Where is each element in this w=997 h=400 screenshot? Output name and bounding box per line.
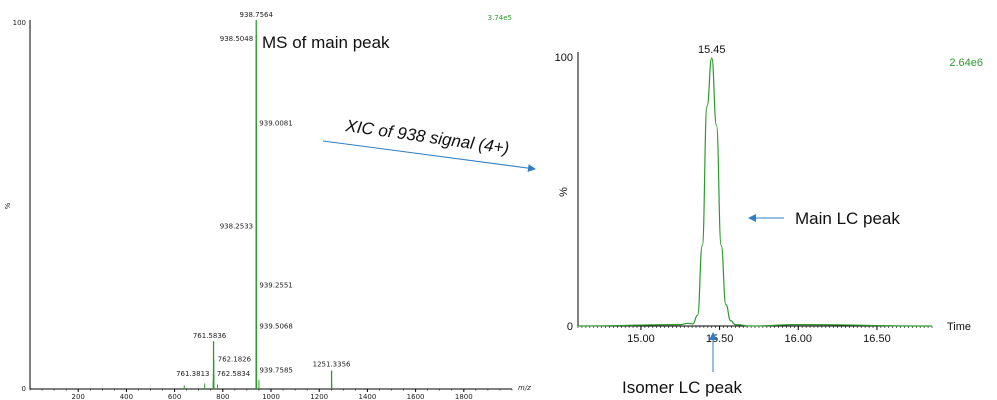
main-peak-label: Main LC peak — [795, 209, 900, 228]
ms-x-tick-label: 200 — [72, 393, 85, 400]
lc-chromatogram-panel: 100 0 % Time 2.64e6 15.45 15.00 15.50 16.0… — [555, 44, 983, 397]
ms-peak-label: 1251.3356 — [313, 361, 351, 369]
ms-y-tick-top: 100 — [13, 19, 26, 27]
ms-x-tick-label: 600 — [168, 393, 181, 400]
xic-label: XIC of 938 signal (4+) — [343, 116, 510, 158]
ms-peak-label: 762.5834 — [217, 370, 251, 378]
ms-peak-label: 939.7585 — [259, 367, 292, 375]
lc-x-tick-label: 16.50 — [863, 333, 891, 345]
ms-peak-label: 939.5068 — [259, 322, 292, 330]
ms-x-tick-label: 1000 — [262, 393, 280, 400]
ms-x-tick-label: 400 — [120, 393, 133, 400]
isomer-peak-label: Isomer LC peak — [622, 378, 742, 397]
lc-y-tick-bottom: 0 — [567, 321, 573, 333]
ms-peak-label: 761.5836 — [193, 332, 227, 340]
lc-y-tick-top: 100 — [555, 52, 573, 64]
ms-x-tick-label: 800 — [216, 393, 229, 400]
ms-intensity-label: 3.74e5 — [488, 14, 512, 22]
lc-x-axis-label: Time — [947, 321, 971, 333]
lc-x-tick-label: 15.50 — [706, 333, 734, 345]
ms-peak-label: 762.1826 — [218, 355, 252, 363]
ms-x-axis-label: m/z — [518, 384, 531, 392]
ms-x-tick-label: 1600 — [407, 393, 425, 400]
ms-y-axis-label: % — [4, 202, 12, 209]
lc-trace — [577, 57, 933, 327]
ms-peak-label: 761.3813 — [176, 370, 209, 378]
ms-peak-label: 939.0081 — [259, 119, 292, 127]
ms-peak-label: 939.2551 — [259, 282, 292, 290]
lc-apex-label: 15.45 — [698, 44, 726, 56]
lc-y-axis-label: % — [558, 187, 570, 197]
lc-x-tick-label: 15.00 — [627, 333, 655, 345]
xic-connector: XIC of 938 signal (4+) — [322, 116, 536, 173]
lc-x-tick-label: 16.00 — [785, 333, 813, 345]
lc-intensity-label: 2.64e6 — [949, 57, 983, 69]
ms-peak-label: 938.2533 — [220, 223, 253, 231]
ms-annotation: MS of main peak — [262, 33, 390, 52]
ms-peak-label: 938.7564 — [240, 11, 274, 19]
ms-x-tick-label: 1800 — [455, 393, 473, 400]
ms-x-tick-label: 1400 — [358, 393, 376, 400]
ms-y-tick-bottom: 0 — [22, 385, 26, 393]
ms-spectrum-panel: 100 0 % m/z 3.74e5 MS of main peak 200 40… — [4, 11, 531, 400]
ms-x-tick-label: 1200 — [310, 393, 328, 400]
xic-arrow — [322, 140, 536, 173]
ms-peak-label: 938.5048 — [220, 35, 253, 43]
